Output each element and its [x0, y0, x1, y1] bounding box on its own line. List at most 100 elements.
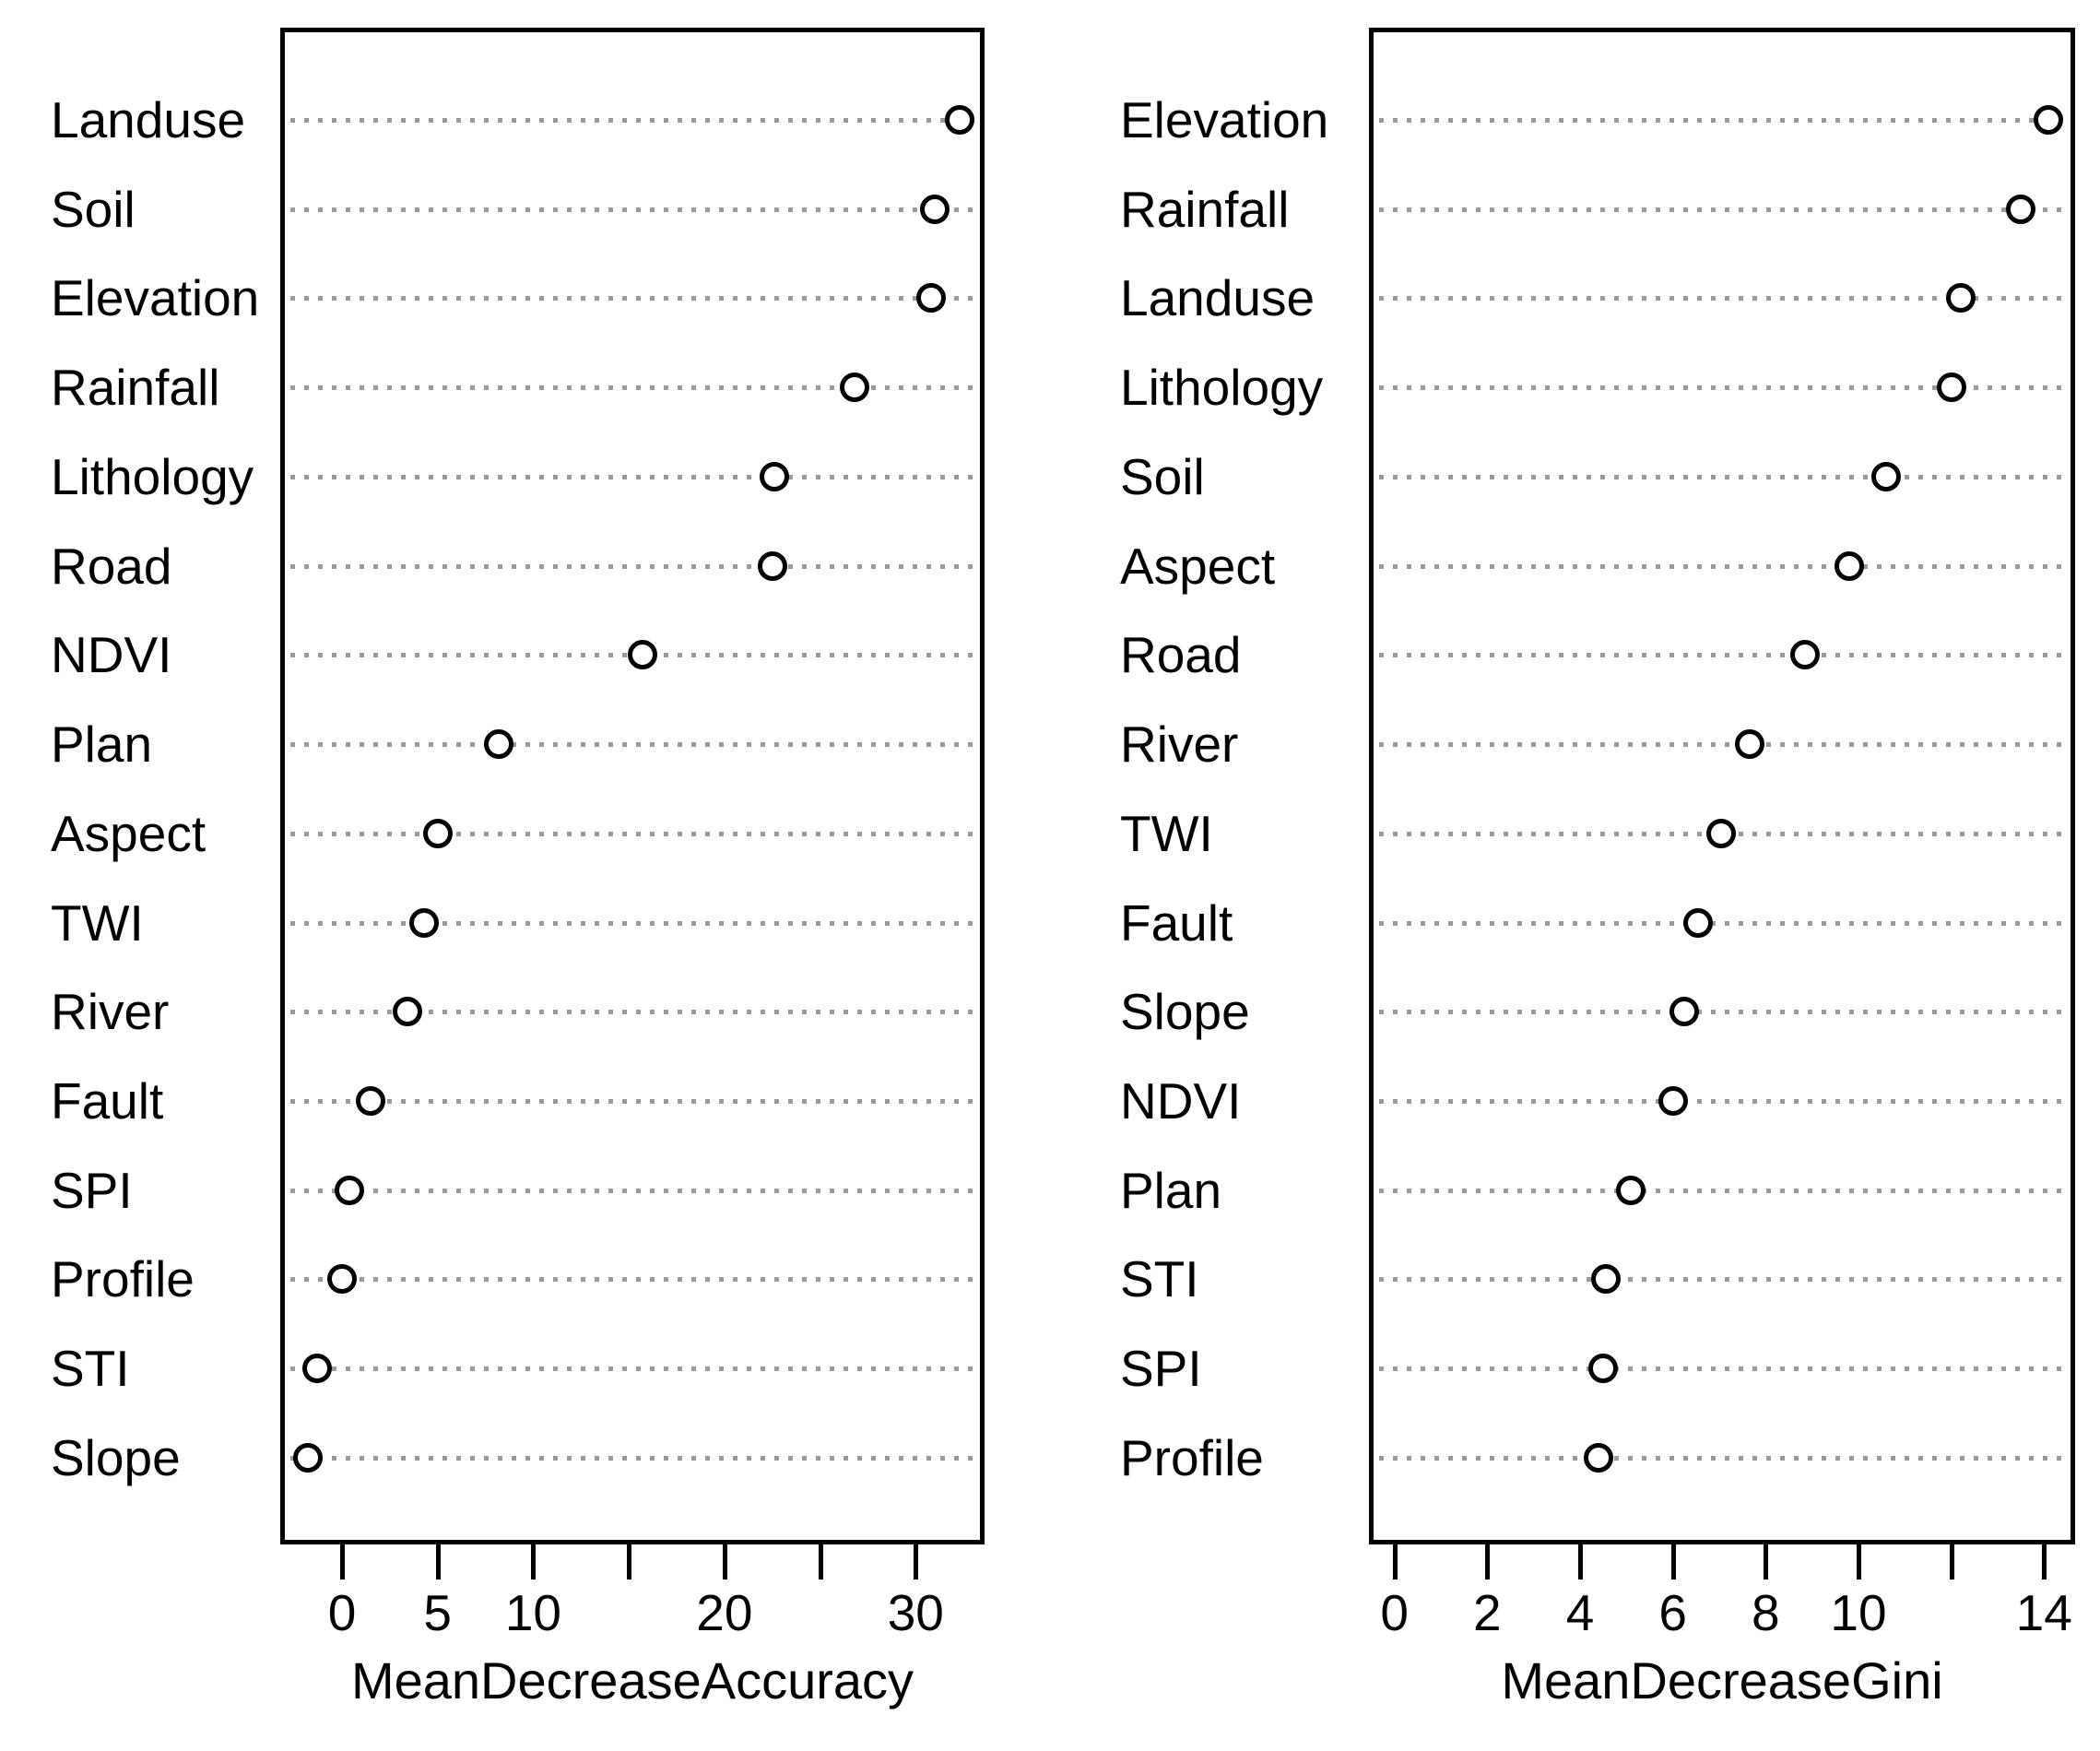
x-axis-tick: [531, 1544, 537, 1579]
x-axis-tick-label: 4: [1565, 1584, 1595, 1641]
data-point: [915, 283, 946, 314]
row-label: SPI: [51, 1161, 133, 1219]
row-label: Plan: [51, 716, 153, 774]
gridline: [1379, 1277, 2065, 1283]
row-label: Landuse: [51, 91, 246, 148]
x-axis-tick: [1485, 1544, 1491, 1579]
gridline: [290, 474, 974, 479]
gridline: [290, 563, 974, 569]
x-axis-tick: [2042, 1544, 2047, 1579]
gridline: [290, 1099, 974, 1105]
row-label: Aspect: [51, 804, 206, 862]
data-point: [945, 105, 975, 135]
row-label: River: [1120, 716, 1239, 774]
data-point: [627, 640, 657, 670]
x-axis-tick-label: 10: [1830, 1584, 1887, 1641]
x-axis-tick: [818, 1544, 823, 1579]
x-axis-tick: [1856, 1544, 1861, 1579]
gridline: [1379, 118, 2065, 123]
data-point: [484, 729, 514, 760]
data-point: [2034, 105, 2064, 135]
gridline: [290, 831, 974, 836]
row-label: Rainfall: [1120, 180, 1290, 238]
row-label: Lithology: [1120, 359, 1324, 417]
x-axis-tick-label: 2: [1473, 1584, 1502, 1641]
data-point: [292, 1442, 323, 1473]
gridline: [290, 207, 974, 212]
row-label: Plan: [1120, 1161, 1222, 1219]
gridline: [290, 1455, 974, 1461]
data-point: [757, 550, 787, 581]
x-axis-tick-label: 0: [1380, 1584, 1409, 1641]
data-point: [409, 907, 440, 938]
gridline: [1379, 742, 2065, 748]
x-axis-tick-label: 0: [327, 1584, 357, 1641]
row-label: Elevation: [51, 269, 260, 327]
x-axis-tick: [722, 1544, 727, 1579]
x-axis-tick-label: 6: [1658, 1584, 1687, 1641]
x-axis-tick: [1577, 1544, 1583, 1579]
gridline: [1379, 1455, 2065, 1461]
data-point: [2006, 194, 2036, 224]
x-axis-tick: [435, 1544, 441, 1579]
data-point: [356, 1086, 386, 1117]
row-label: Fault: [1120, 893, 1233, 952]
row-label: STI: [1120, 1250, 1199, 1308]
gridline: [1379, 1099, 2065, 1105]
gridline: [1379, 1366, 2065, 1372]
row-label: Rainfall: [51, 359, 220, 417]
gridline: [290, 1366, 974, 1372]
row-label: TWI: [51, 893, 144, 952]
gridline: [290, 1188, 974, 1193]
data-point: [392, 997, 422, 1027]
x-axis-tick-label: 5: [423, 1584, 453, 1641]
x-axis-tick: [1764, 1544, 1769, 1579]
x-axis-tick-label: 30: [887, 1584, 944, 1641]
row-label: Landuse: [1120, 269, 1315, 327]
row-label: Slope: [51, 1428, 181, 1486]
row-label: Fault: [51, 1072, 164, 1130]
row-label: Slope: [1120, 983, 1250, 1041]
x-axis-tick: [914, 1544, 919, 1579]
row-label: Profile: [51, 1250, 195, 1308]
data-point: [839, 373, 869, 403]
accuracy-axis-title: MeanDecreaseAccuracy: [350, 1651, 914, 1710]
x-axis-tick: [1670, 1544, 1676, 1579]
gridline: [290, 296, 974, 302]
data-point: [335, 1175, 365, 1205]
row-label: Elevation: [1120, 91, 1329, 148]
gini-panel: [1369, 28, 2075, 1544]
gridline: [290, 742, 974, 748]
data-point: [422, 818, 453, 848]
data-point: [1936, 373, 1966, 403]
row-label: Soil: [51, 180, 136, 238]
data-point: [759, 461, 789, 491]
row-label: TWI: [1120, 804, 1213, 862]
gridline: [290, 118, 974, 123]
data-point: [1658, 1086, 1688, 1117]
gridline: [1379, 1010, 2065, 1015]
data-point: [1734, 729, 1764, 760]
x-axis-tick-label: 10: [504, 1584, 562, 1641]
gridline: [290, 1010, 974, 1015]
gridline: [1379, 1188, 2065, 1193]
row-label: SPI: [1120, 1340, 1202, 1398]
gridline: [1379, 385, 2065, 391]
data-point: [302, 1354, 333, 1384]
gridline: [1379, 296, 2065, 302]
gridline: [1379, 207, 2065, 212]
gridline: [1379, 474, 2065, 479]
x-axis-tick-label: 8: [1752, 1584, 1780, 1641]
row-label: Road: [1120, 626, 1242, 684]
gini-axis-title: MeanDecreaseGini: [1501, 1651, 1943, 1710]
x-axis-tick: [340, 1544, 345, 1579]
data-point: [1871, 461, 1902, 491]
row-label: NDVI: [1120, 1072, 1242, 1130]
row-label: Profile: [1120, 1428, 1264, 1486]
x-axis-tick-label: 14: [2015, 1584, 2072, 1641]
row-label: River: [51, 983, 170, 1041]
data-point: [920, 194, 950, 224]
gridline: [290, 385, 974, 391]
row-label: Soil: [1120, 447, 1205, 505]
